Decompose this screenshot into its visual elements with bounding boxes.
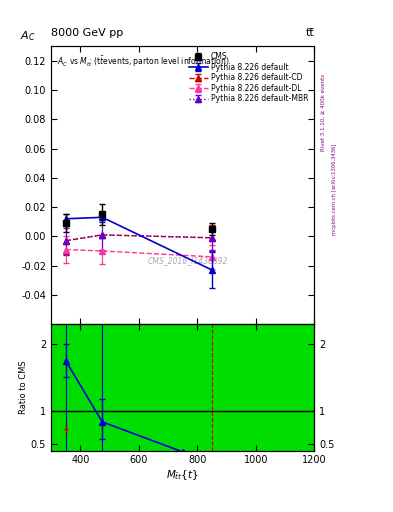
Y-axis label: $A_C$: $A_C$: [20, 30, 35, 44]
Text: CMS_2016_I1430892: CMS_2016_I1430892: [148, 256, 228, 265]
Text: mcplots.cern.ch [arXiv:1306.3436]: mcplots.cern.ch [arXiv:1306.3436]: [332, 144, 337, 235]
Text: 8000 GeV pp: 8000 GeV pp: [51, 28, 123, 38]
Text: Rivet 3.1.10, ≥ 400k events: Rivet 3.1.10, ≥ 400k events: [320, 74, 325, 151]
Legend: CMS, Pythia 8.226 default, Pythia 8.226 default-CD, Pythia 8.226 default-DL, Pyt: CMS, Pythia 8.226 default, Pythia 8.226 …: [186, 50, 310, 105]
Text: tt̅: tt̅: [306, 28, 314, 38]
Y-axis label: Ratio to CMS: Ratio to CMS: [19, 360, 28, 414]
X-axis label: $M_{\bar{t}t}\{t\}$: $M_{\bar{t}t}\{t\}$: [166, 468, 199, 482]
Text: $A_C$ vs $M_{t\bar{t}}$ (t$\bar{t}$events, parton level information): $A_C$ vs $M_{t\bar{t}}$ (t$\bar{t}$event…: [57, 54, 230, 69]
